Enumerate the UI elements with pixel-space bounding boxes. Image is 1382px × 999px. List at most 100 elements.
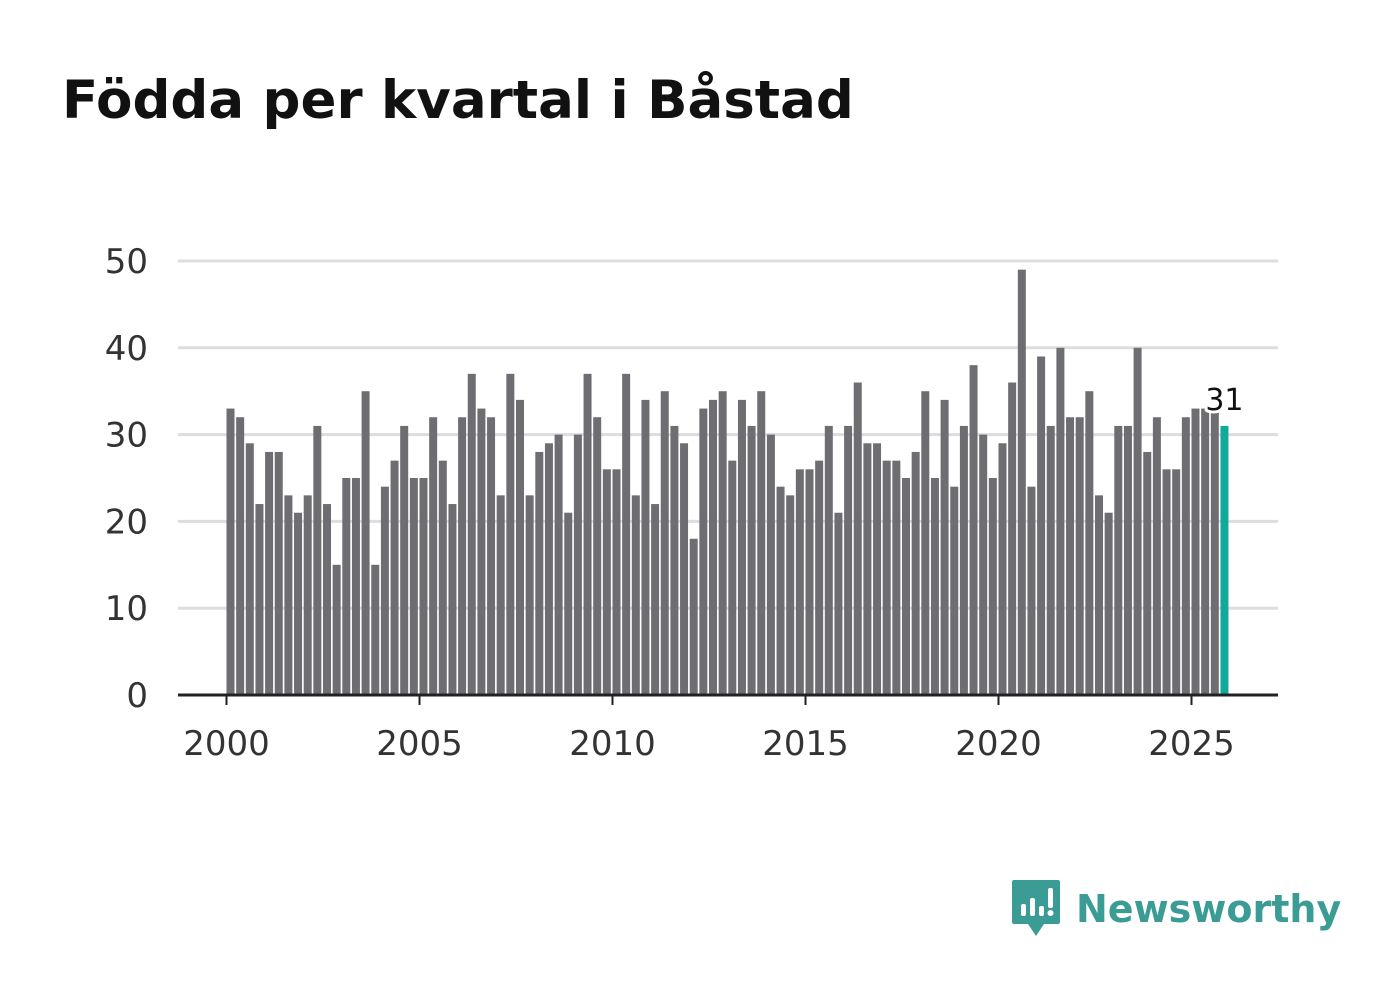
bar bbox=[371, 564, 380, 695]
bar bbox=[1075, 417, 1084, 695]
bar bbox=[1133, 347, 1142, 695]
bar bbox=[863, 443, 872, 695]
bar bbox=[409, 478, 418, 695]
y-tick-label: 0 bbox=[126, 676, 148, 716]
bar bbox=[660, 391, 669, 695]
bar bbox=[1085, 391, 1094, 695]
x-tick-label: 2015 bbox=[762, 724, 849, 764]
bar bbox=[815, 460, 824, 695]
bar bbox=[419, 478, 428, 695]
bar bbox=[1046, 425, 1055, 695]
bar bbox=[323, 504, 331, 695]
bar bbox=[332, 564, 341, 695]
y-tick-label: 30 bbox=[105, 416, 148, 456]
bar bbox=[728, 460, 737, 695]
bar bbox=[689, 538, 698, 695]
bar bbox=[467, 373, 476, 695]
brand-name: Newsworthy bbox=[1076, 887, 1342, 931]
bar bbox=[670, 425, 679, 695]
bar bbox=[795, 469, 804, 695]
bar bbox=[1123, 425, 1132, 695]
bar bbox=[622, 373, 631, 695]
chart-title: Födda per kvartal i Båstad bbox=[62, 70, 854, 131]
bar bbox=[496, 495, 505, 695]
bar bbox=[930, 478, 939, 695]
bar bbox=[834, 512, 843, 695]
bar bbox=[245, 443, 254, 695]
bar bbox=[477, 408, 486, 695]
data-labels: 31 bbox=[1202, 380, 1246, 421]
bar bbox=[458, 417, 467, 695]
bar bbox=[429, 417, 438, 695]
bar bbox=[1017, 269, 1026, 695]
brand-logo: Newsworthy bbox=[1010, 878, 1341, 940]
bar bbox=[950, 486, 959, 695]
bar bbox=[747, 425, 756, 695]
bar bbox=[226, 408, 235, 695]
newsworthy-logo-icon bbox=[1012, 880, 1060, 936]
bar bbox=[680, 443, 689, 695]
bar bbox=[766, 434, 775, 695]
bar bbox=[1066, 417, 1075, 695]
bar bbox=[554, 434, 563, 695]
bar bbox=[1114, 425, 1123, 695]
bar bbox=[1056, 347, 1065, 695]
bar bbox=[1210, 408, 1219, 695]
bar bbox=[969, 365, 978, 695]
bar bbox=[573, 434, 582, 695]
bars bbox=[226, 269, 1229, 695]
bar bbox=[1095, 495, 1103, 695]
bar bbox=[737, 399, 746, 695]
bar bbox=[255, 504, 264, 695]
gridlines bbox=[178, 259, 1278, 610]
bar bbox=[853, 382, 862, 695]
bar bbox=[612, 469, 621, 695]
y-tick-label: 50 bbox=[105, 242, 148, 282]
bar bbox=[438, 460, 447, 695]
bar bbox=[1037, 356, 1046, 695]
bar bbox=[940, 399, 949, 695]
x-tick-label: 2025 bbox=[1148, 724, 1235, 764]
bar bbox=[506, 373, 515, 695]
bar bbox=[284, 495, 293, 695]
bar bbox=[1172, 469, 1181, 695]
x-tick-label: 2010 bbox=[569, 724, 656, 764]
bar bbox=[535, 451, 544, 695]
bar bbox=[1181, 417, 1190, 695]
bar bbox=[564, 512, 573, 695]
bar bbox=[361, 391, 370, 695]
bar bbox=[342, 478, 351, 695]
bar bbox=[265, 451, 274, 695]
bar bbox=[1104, 512, 1113, 695]
bar bbox=[274, 451, 283, 695]
bar bbox=[313, 425, 322, 695]
bar bbox=[487, 417, 496, 695]
bar bbox=[776, 486, 785, 695]
bar bbox=[631, 495, 640, 695]
bar bbox=[988, 478, 997, 695]
x-tick-label: 2020 bbox=[955, 724, 1042, 764]
bar bbox=[525, 495, 534, 695]
bar bbox=[641, 399, 650, 695]
bar bbox=[1191, 408, 1200, 695]
x-tick-label: 2000 bbox=[183, 724, 270, 764]
bar bbox=[805, 469, 814, 695]
x-tick-label: 2005 bbox=[376, 724, 463, 764]
y-tick-label: 20 bbox=[105, 502, 148, 542]
y-axis-tick-labels: 0 10 20 30 40 50 bbox=[105, 242, 148, 716]
bar bbox=[921, 391, 930, 695]
bar bbox=[709, 399, 717, 695]
bar bbox=[786, 495, 795, 695]
bar bbox=[380, 486, 389, 695]
bar bbox=[892, 460, 901, 695]
bar bbox=[1027, 486, 1036, 695]
bar bbox=[294, 512, 303, 695]
bar bbox=[236, 417, 245, 695]
bar bbox=[651, 504, 660, 695]
bar bbox=[911, 451, 920, 695]
bar bbox=[593, 417, 602, 695]
x-axis-tick-labels: 2000 2005 2010 2015 2020 2025 bbox=[183, 724, 1235, 764]
bar bbox=[718, 391, 727, 695]
bar bbox=[1162, 469, 1171, 695]
